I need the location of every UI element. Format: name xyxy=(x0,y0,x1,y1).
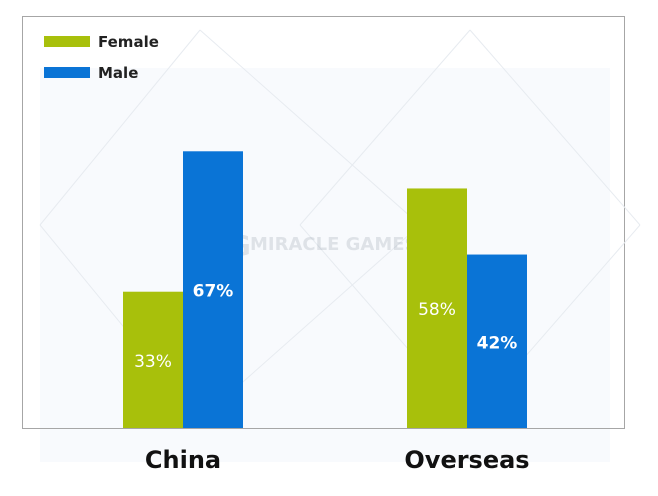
data-label-female-china: 33% xyxy=(134,352,172,372)
legend-swatch-female xyxy=(44,36,90,47)
legend-label-female: Female xyxy=(98,32,159,51)
pattern-line xyxy=(199,29,421,226)
category-label-china: China xyxy=(145,446,221,474)
pattern-line xyxy=(39,29,201,226)
bar-female-china xyxy=(123,291,183,428)
legend-item-female: Female xyxy=(44,26,159,57)
bar-male-overseas xyxy=(467,254,527,428)
data-label-male-overseas: 42% xyxy=(477,333,518,353)
chart-border xyxy=(22,16,625,429)
pattern-line xyxy=(299,29,471,226)
data-label-male-china: 67% xyxy=(193,282,234,302)
bar-male-china xyxy=(183,151,243,429)
legend-label-male: Male xyxy=(98,63,139,82)
watermark-text: MIRACLE GAMES xyxy=(250,234,418,255)
category-label-overseas: Overseas xyxy=(404,446,529,474)
pattern-line xyxy=(469,29,641,226)
legend: Female Male xyxy=(44,26,159,88)
legend-item-male: Male xyxy=(44,57,159,88)
data-label-female-overseas: 58% xyxy=(418,300,456,320)
bar-female-overseas xyxy=(407,188,467,428)
legend-swatch-male xyxy=(44,67,90,78)
